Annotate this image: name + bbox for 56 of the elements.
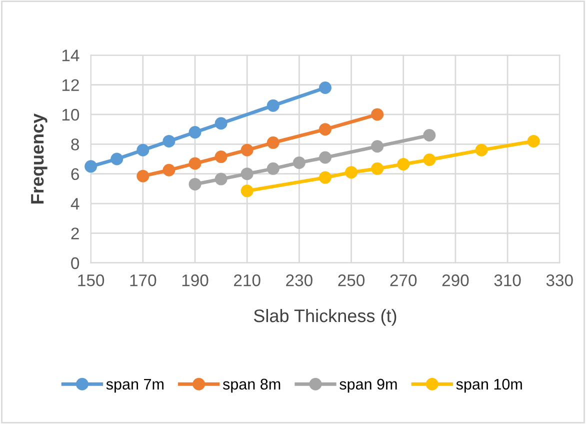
point bbox=[345, 166, 358, 179]
point bbox=[240, 184, 254, 198]
point bbox=[266, 99, 280, 112]
x-tick-label: 270 bbox=[390, 274, 417, 286]
legend-label: span 7m bbox=[106, 378, 164, 393]
point bbox=[292, 156, 306, 169]
point bbox=[318, 82, 332, 94]
point bbox=[136, 170, 150, 182]
x-tick-label: 330 bbox=[546, 274, 573, 286]
point bbox=[318, 151, 332, 164]
point bbox=[397, 158, 410, 170]
point bbox=[423, 153, 436, 166]
point bbox=[214, 117, 228, 130]
point bbox=[188, 178, 202, 190]
y-tick-label: 12 bbox=[62, 79, 79, 91]
point bbox=[214, 172, 228, 186]
point bbox=[240, 168, 254, 180]
point bbox=[240, 144, 254, 156]
point bbox=[162, 164, 176, 176]
point bbox=[110, 152, 124, 166]
y-tick-label: 10 bbox=[62, 108, 80, 121]
point bbox=[188, 126, 202, 139]
y-tick-label: 2 bbox=[71, 228, 79, 240]
point bbox=[266, 162, 280, 175]
y-tick-label: 0 bbox=[71, 257, 80, 270]
x-tick-label: 290 bbox=[442, 274, 469, 286]
x-tick-label: 190 bbox=[182, 274, 208, 286]
point bbox=[475, 144, 488, 156]
point bbox=[371, 108, 384, 121]
x-tick-label: 170 bbox=[130, 274, 156, 286]
y-tick-label: 8 bbox=[71, 138, 79, 150]
point bbox=[266, 136, 280, 149]
point bbox=[318, 171, 332, 184]
point bbox=[423, 129, 436, 142]
point bbox=[371, 162, 384, 175]
point bbox=[527, 134, 540, 148]
legend-label: span 9m bbox=[340, 378, 397, 393]
legend-label: span 10m bbox=[456, 378, 522, 393]
point bbox=[136, 144, 150, 156]
legend-label: span 8m bbox=[222, 378, 280, 393]
point bbox=[318, 123, 332, 136]
x-tick-label: 230 bbox=[286, 274, 312, 286]
x-tick-label: 210 bbox=[234, 274, 260, 286]
point bbox=[188, 157, 202, 170]
x-tick-label: 250 bbox=[338, 274, 365, 286]
x-tick-label: 310 bbox=[494, 274, 521, 286]
point bbox=[84, 160, 98, 173]
x-axis-title: Slab Thickness (t) bbox=[254, 308, 396, 326]
point bbox=[162, 134, 176, 148]
y-tick-label: 4 bbox=[70, 198, 80, 210]
y-tick-label: 14 bbox=[62, 50, 80, 62]
point bbox=[371, 140, 384, 153]
y-axis-title: Frequency bbox=[31, 113, 48, 204]
y-tick-label: 6 bbox=[71, 168, 79, 180]
point bbox=[214, 150, 228, 164]
x-tick-label: 150 bbox=[78, 274, 104, 286]
